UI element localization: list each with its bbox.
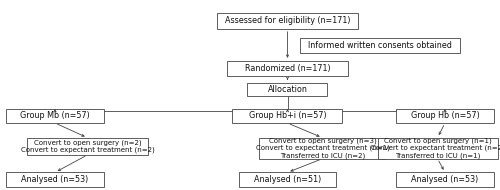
- Text: Allocation: Allocation: [268, 85, 308, 94]
- FancyBboxPatch shape: [378, 138, 498, 159]
- Text: Group Hb (n=57): Group Hb (n=57): [410, 111, 480, 120]
- Text: Randomized (n=171): Randomized (n=171): [244, 64, 330, 73]
- FancyBboxPatch shape: [259, 138, 386, 159]
- Text: Convert to open surgery (n=3)
Convert to expectant treatment (n=1)
Transferred t: Convert to open surgery (n=3) Convert to…: [256, 137, 390, 159]
- FancyBboxPatch shape: [6, 173, 104, 187]
- FancyBboxPatch shape: [396, 173, 494, 187]
- Text: Group Hb+i (n=57): Group Hb+i (n=57): [248, 111, 326, 120]
- FancyBboxPatch shape: [228, 61, 348, 76]
- FancyBboxPatch shape: [6, 109, 104, 123]
- FancyBboxPatch shape: [218, 13, 358, 29]
- Text: Analysed (n=53): Analysed (n=53): [22, 175, 88, 184]
- Text: Group Mb (n=57): Group Mb (n=57): [20, 111, 90, 120]
- FancyBboxPatch shape: [300, 38, 460, 53]
- FancyBboxPatch shape: [239, 173, 336, 187]
- Text: Assessed for eligibility (n=171): Assessed for eligibility (n=171): [225, 16, 350, 25]
- FancyBboxPatch shape: [28, 138, 148, 155]
- Text: Informed written consents obtained: Informed written consents obtained: [308, 41, 452, 50]
- Text: Analysed (n=51): Analysed (n=51): [254, 175, 321, 184]
- Text: Convert to open surgery (n=1)
Convert to expectant treatment (n=2)
Transferred t: Convert to open surgery (n=1) Convert to…: [370, 137, 500, 159]
- FancyBboxPatch shape: [248, 83, 328, 96]
- FancyBboxPatch shape: [396, 109, 494, 123]
- Text: Convert to open surgery (n=2)
Convert to expectant treatment (n=2): Convert to open surgery (n=2) Convert to…: [20, 139, 154, 153]
- Text: Analysed (n=53): Analysed (n=53): [412, 175, 478, 184]
- FancyBboxPatch shape: [232, 109, 342, 123]
